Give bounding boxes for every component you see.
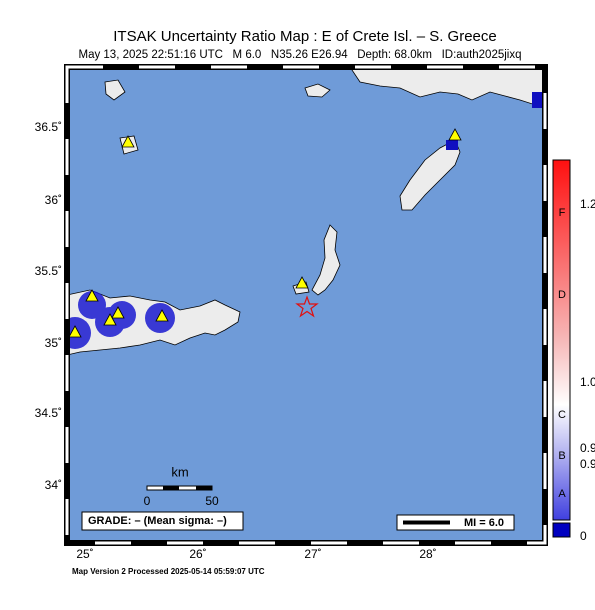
lon-label: 26˚: [189, 547, 206, 561]
title: ITSAK Uncertainty Ratio Map : E of Crete…: [113, 28, 496, 45]
grade-letter: D: [558, 289, 566, 301]
lat-label: 35.5˚: [35, 264, 62, 278]
grade-letter: B: [558, 450, 565, 462]
station: [68, 325, 82, 338]
footer: Map Version 2 Processed 2025-05-14 05:59…: [72, 567, 265, 576]
station: [103, 313, 117, 326]
epicenter: [295, 295, 319, 318]
lat-labels: 36.5˚ 36˚ 35.5˚ 35˚ 34.5˚ 34˚: [35, 120, 62, 492]
lat-label: 36˚: [45, 193, 62, 207]
uncertainty-patch: [532, 92, 545, 108]
colorbar-gradient: [552, 159, 571, 521]
map-frame-ticks: [65, 65, 547, 545]
scale-tick: 0: [144, 494, 151, 508]
colorbar-label: 0.9: [580, 457, 595, 471]
lat-label: 34˚: [45, 478, 62, 492]
lat-label: 34.5˚: [35, 406, 62, 420]
colorbar-min-box: [552, 522, 571, 538]
grade-letter: C: [558, 409, 566, 421]
island: [304, 83, 331, 98]
colorbar-label: 1.0: [580, 375, 595, 389]
rhodes: [399, 139, 461, 211]
grade-text: GRADE: – (Mean sigma: –): [88, 515, 227, 527]
grade-box: [81, 511, 244, 531]
station: [155, 309, 169, 322]
station: [85, 289, 99, 302]
colorbar-label: 0.9: [580, 441, 595, 455]
lon-labels: 25˚ 26˚ 27˚ 28˚: [76, 547, 436, 561]
colorbar-label: 1.2: [580, 197, 595, 211]
karpathos: [311, 224, 341, 296]
uncertainty-patch: [446, 140, 458, 150]
mi-legend-text: MI = 6.0: [464, 517, 504, 529]
colorbar-label: 0: [580, 529, 587, 543]
scale-tick: 50: [205, 494, 219, 508]
scale-bar-segment: [196, 486, 212, 490]
station: [121, 135, 135, 148]
island: [104, 79, 126, 101]
colorbar-labels: 1.2 1.0 0.9 0.9 0: [580, 197, 595, 543]
subtitle: May 13, 2025 22:51:16 UTC M 6.0 N35.26 E…: [78, 49, 521, 61]
station: [448, 128, 462, 141]
lon-label: 27˚: [304, 547, 321, 561]
colorbar: F D C B A 1.2 1.0 0.9 0.9 0: [552, 159, 595, 543]
station: [111, 306, 125, 319]
scale-unit: km: [171, 464, 188, 479]
scale-bar-segment: [163, 486, 179, 490]
station: [295, 276, 309, 289]
grade-letter: A: [558, 488, 566, 500]
stations: [68, 128, 462, 338]
lon-label: 28˚: [419, 547, 436, 561]
lat-label: 36.5˚: [35, 120, 62, 134]
grade-letters: F D C B A: [558, 207, 566, 500]
grade-letter: F: [559, 207, 566, 219]
lat-label: 35˚: [45, 336, 62, 350]
lon-label: 25˚: [76, 547, 93, 561]
scale-bar: km 0 50: [144, 464, 219, 508]
mi-legend-box: [396, 514, 515, 531]
map-area: [67, 67, 545, 543]
